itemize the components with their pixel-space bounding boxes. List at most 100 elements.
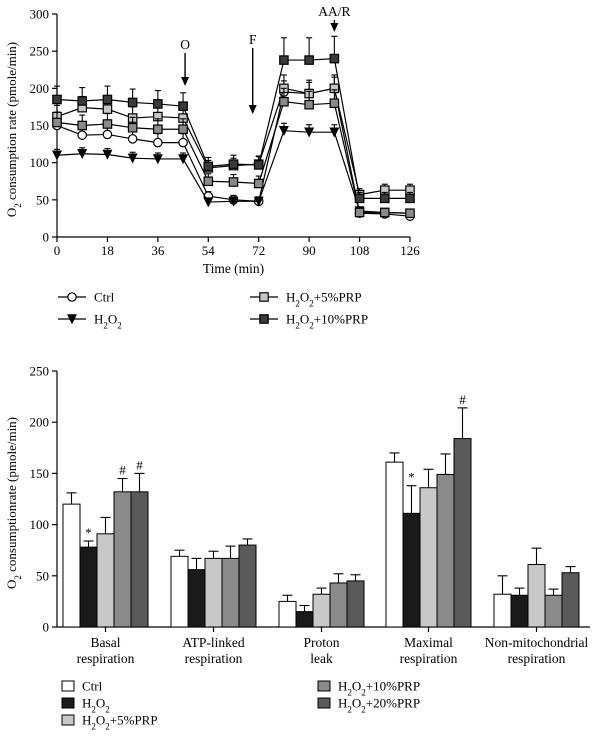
data-point — [253, 178, 264, 189]
data-point — [153, 99, 163, 109]
data-point — [228, 177, 239, 187]
data-point — [304, 55, 314, 65]
bar-ctrl — [170, 555, 189, 628]
category-label: respiration — [185, 651, 243, 666]
legend-marker — [66, 314, 78, 325]
data-point — [354, 193, 365, 204]
data-point — [203, 176, 214, 187]
category-label: ATP-linked — [182, 635, 244, 650]
category-label: Maximal — [404, 635, 453, 650]
legend-label: H2O2+5%PRP — [82, 713, 158, 732]
y-tick-label: 100 — [30, 155, 50, 170]
data-point — [77, 120, 88, 131]
category-label: leak — [310, 651, 333, 666]
category-label: Proton — [303, 635, 339, 650]
data-point — [354, 207, 365, 218]
x-tick-label: 108 — [350, 243, 370, 258]
data-point — [102, 94, 113, 105]
y-tick-label: 150 — [30, 466, 50, 481]
data-point — [279, 55, 289, 65]
bar-h2o2-5-prp — [96, 533, 115, 628]
data-point — [77, 96, 88, 106]
bar-h2o2 — [510, 594, 529, 628]
injection-aa-r: AA/R — [318, 4, 350, 32]
bar-ctrl — [278, 600, 297, 628]
data-point — [102, 129, 113, 140]
data-point — [279, 96, 289, 107]
bar-h2o2 — [402, 512, 421, 628]
injection-label: F — [249, 32, 257, 47]
x-tick-label: 126 — [400, 243, 420, 258]
data-point — [178, 154, 189, 165]
legend-item-h2o2-5-prp: H2O2+5%PRP — [61, 713, 158, 732]
bar-h2o2-20-prp — [130, 491, 149, 628]
data-point — [127, 97, 138, 108]
data-point — [127, 153, 138, 164]
data-point — [153, 137, 163, 148]
data-point — [405, 208, 415, 219]
legend-marker — [259, 292, 269, 302]
data-point — [153, 124, 163, 135]
legend-label: Ctrl — [94, 290, 115, 305]
data-point — [329, 127, 340, 138]
time-course-legend: Ctrl H2O2 H2O2+5%PRP H2O2+10%PRP — [58, 290, 368, 331]
x-tick-label: 72 — [252, 243, 265, 258]
data-point — [253, 196, 264, 207]
legend-item-ctrl-0: Ctrl — [58, 290, 115, 305]
bar-h2o2-5-prp — [312, 593, 331, 628]
data-point — [203, 161, 214, 172]
y-tick-label: 100 — [30, 517, 50, 532]
injection-f: F — [248, 32, 257, 114]
injection-label: O — [180, 37, 190, 52]
data-point — [178, 137, 188, 148]
bar-h2o2-10-prp — [544, 594, 563, 628]
y-tick-label: 0 — [43, 230, 50, 245]
data-point — [178, 101, 188, 111]
respiration-bar-chart: 0 50 100 150 200 250 O2 consumptionrate (pmole… — [4, 364, 590, 666]
injection-arrow-head — [181, 77, 190, 86]
legend-swatch — [61, 697, 75, 709]
y-axis-label: O2 consumption rate (pmole/min) — [4, 42, 23, 217]
y-tick-label: 200 — [30, 81, 50, 96]
data-point — [203, 197, 214, 208]
bar-h2o2-20-prp — [346, 580, 365, 628]
bar-h2o2 — [295, 611, 314, 628]
legend-swatch — [61, 680, 75, 692]
time-course-chart: 0 50 100 150 200 250 300 0 18 36 54 72 90 108 126 Time … — [4, 4, 420, 276]
data-point — [253, 160, 264, 170]
legend-marker — [259, 314, 269, 324]
significance-mark: * — [408, 470, 415, 485]
data-point — [127, 134, 138, 144]
injection-label: AA/R — [318, 4, 350, 19]
bar-h2o2-10-prp — [221, 557, 240, 628]
data-point — [51, 150, 63, 161]
legend-item-h2o2-5-prp-2: H2O2+5%PRP — [250, 290, 362, 309]
y-tick-label: 50 — [36, 192, 49, 207]
series-h2o2-10-prp-3 — [52, 87, 415, 219]
x-tick-label: 18 — [101, 243, 114, 258]
legend-item-h2o2-10-prp: H2O2+10%PRP — [317, 679, 420, 698]
data-point — [304, 127, 315, 138]
significance-mark: # — [136, 457, 143, 472]
bar-h2o2 — [187, 569, 206, 628]
data-point — [278, 126, 289, 137]
bar-h2o2-5-prp — [527, 564, 546, 628]
category-label: Basal — [91, 635, 121, 650]
y-axis-label: O2 consumptionrate (pmole/min) — [4, 417, 23, 589]
legend-swatch — [317, 680, 331, 692]
category-label: respiration — [508, 651, 566, 666]
bar-h2o2-10-prp — [113, 491, 132, 628]
bar-h2o2-20-prp — [561, 572, 580, 628]
data-point — [77, 149, 88, 160]
data-point — [379, 193, 390, 204]
data-point — [228, 196, 239, 207]
x-axis-label: Time (min) — [203, 261, 264, 276]
x-tick-label: 90 — [303, 243, 316, 258]
y-tick-label: 250 — [30, 44, 50, 59]
injection-arrow-head — [330, 23, 339, 32]
legend-label: H2O2+20%PRP — [338, 696, 420, 715]
